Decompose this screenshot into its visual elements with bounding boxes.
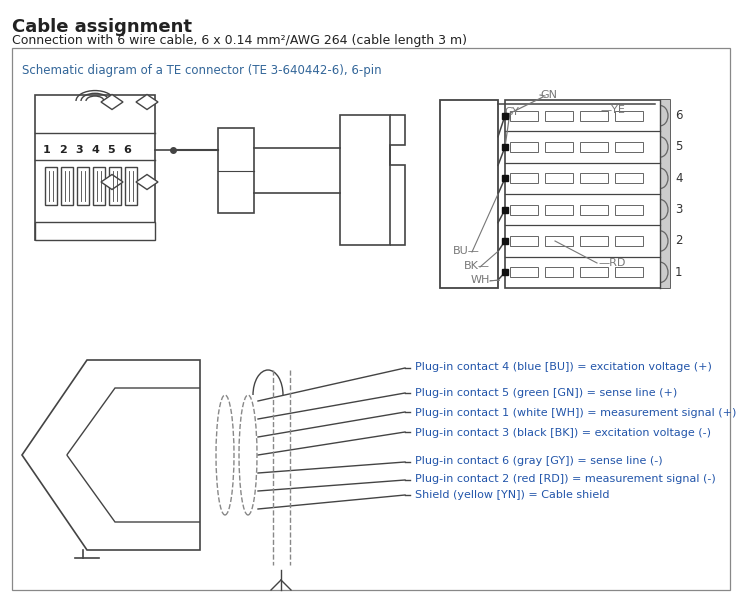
Text: BU—: BU— [453, 246, 480, 256]
Bar [660, 100, 670, 288]
Text: Shield (yellow [YN]) = Cable shield: Shield (yellow [YN]) = Cable shield [415, 490, 609, 500]
Bar [35, 95, 155, 240]
Bar [510, 142, 538, 152]
Text: Plug-in contact 3 (black [BK]) = excitation voltage (-): Plug-in contact 3 (black [BK]) = excitat… [415, 428, 711, 438]
Bar [615, 267, 643, 278]
Text: Plug-in contact 5 (green [GN]) = sense line (+): Plug-in contact 5 (green [GN]) = sense l… [415, 388, 677, 398]
Text: 1: 1 [43, 145, 51, 155]
Ellipse shape [216, 395, 234, 515]
Bar [615, 173, 643, 183]
Text: 3: 3 [675, 203, 683, 216]
Bar [615, 236, 643, 246]
Polygon shape [101, 94, 123, 109]
Text: WH—: WH— [471, 275, 502, 285]
Bar [545, 142, 573, 152]
Polygon shape [136, 94, 158, 109]
Bar [580, 205, 608, 215]
Bar [580, 110, 608, 121]
Bar [35, 222, 155, 240]
Bar [510, 236, 538, 246]
Polygon shape [22, 360, 200, 550]
Bar [580, 173, 608, 183]
Polygon shape [136, 174, 158, 189]
Text: Cable assignment: Cable assignment [12, 18, 192, 36]
Bar [45, 167, 57, 205]
Text: 4: 4 [91, 145, 99, 155]
Text: Connection with 6 wire cable, 6 x 0.14 mm²/AWG 264 (cable length 3 m): Connection with 6 wire cable, 6 x 0.14 m… [12, 34, 467, 47]
Text: 4: 4 [675, 172, 683, 185]
Bar [580, 142, 608, 152]
Text: 1: 1 [675, 266, 683, 279]
Bar [545, 110, 573, 121]
Text: 3: 3 [75, 145, 83, 155]
Bar [510, 205, 538, 215]
Bar [61, 167, 73, 205]
Text: Plug-in contact 6 (gray [GY]) = sense line (-): Plug-in contact 6 (gray [GY]) = sense li… [415, 456, 663, 466]
Bar [77, 167, 89, 205]
Bar [510, 267, 538, 278]
Polygon shape [101, 174, 123, 189]
Text: —YE: —YE [600, 105, 625, 115]
Bar [510, 173, 538, 183]
Bar [545, 173, 573, 183]
Bar [340, 115, 390, 245]
Bar [109, 167, 121, 205]
Bar [615, 110, 643, 121]
Text: BK—: BK— [464, 261, 490, 271]
Bar [545, 236, 573, 246]
Text: 6: 6 [123, 145, 131, 155]
Text: Plug-in contact 1 (white [WH]) = measurement signal (+): Plug-in contact 1 (white [WH]) = measure… [415, 408, 736, 418]
Text: Plug-in contact 2 (red [RD]) = measurement signal (-): Plug-in contact 2 (red [RD]) = measureme… [415, 474, 716, 484]
Bar [510, 110, 538, 121]
Bar [580, 267, 608, 278]
Text: 5: 5 [675, 140, 683, 153]
Bar [580, 236, 608, 246]
Bar [615, 205, 643, 215]
Bar [218, 128, 254, 213]
Bar [125, 167, 137, 205]
Bar [545, 205, 573, 215]
Text: Schematic diagram of a TE connector (TE 3-640442-6), 6-pin: Schematic diagram of a TE connector (TE … [22, 64, 381, 77]
Bar [93, 167, 105, 205]
Text: 6: 6 [675, 109, 683, 122]
Bar [615, 142, 643, 152]
Bar [545, 267, 573, 278]
Text: GY: GY [504, 107, 519, 117]
Text: —RD: —RD [598, 258, 626, 268]
Ellipse shape [239, 395, 257, 515]
Text: 2: 2 [59, 145, 67, 155]
Bar [505, 100, 670, 288]
Text: 2: 2 [675, 235, 683, 248]
Text: 5: 5 [107, 145, 115, 155]
Text: Plug-in contact 4 (blue [BU]) = excitation voltage (+): Plug-in contact 4 (blue [BU]) = excitati… [415, 362, 712, 372]
Bar [440, 100, 498, 288]
Text: GN: GN [540, 90, 557, 100]
